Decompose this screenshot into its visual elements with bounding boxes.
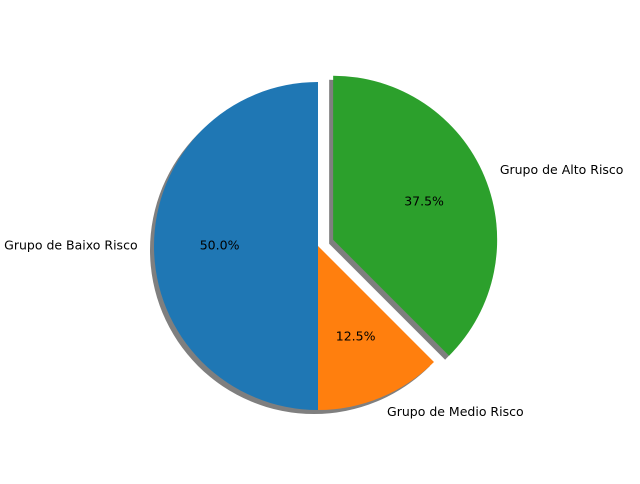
pie-slice-grupo-de-baixo-risco [154,82,318,410]
slice-label-grupo-de-alto-risco: Grupo de Alto Risco [500,162,624,177]
slice-label-grupo-de-baixo-risco: Grupo de Baixo Risco [4,238,137,253]
slice-percent-grupo-de-baixo-risco: 50.0% [200,238,240,253]
pie-slice-grupo-de-alto-risco [333,75,498,356]
pie-slice-layer [154,75,498,410]
slice-label-grupo-de-medio-risco: Grupo de Medio Risco [387,404,524,419]
slice-percent-grupo-de-medio-risco: 12.5% [336,328,376,343]
slice-percent-grupo-de-alto-risco: 37.5% [404,194,444,209]
pie-slice-grupo-de-medio-risco [318,246,434,410]
pie-label-layer: Grupo de Baixo Risco 50.0% Grupo de Medio … [4,162,623,419]
